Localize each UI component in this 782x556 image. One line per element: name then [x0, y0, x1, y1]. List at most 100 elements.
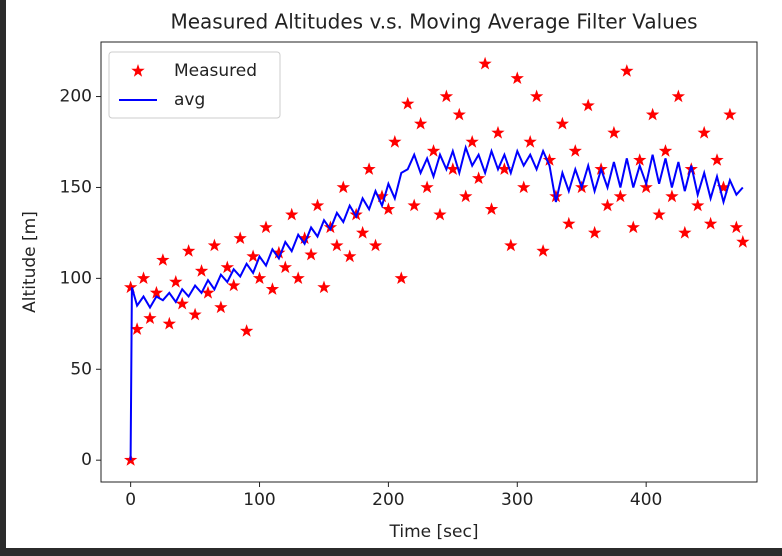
measured-point: [652, 207, 666, 221]
avg-line: [129, 144, 744, 461]
measured-point: [317, 280, 331, 294]
y-tick-label: 200: [60, 87, 92, 107]
measured-point: [136, 271, 151, 284]
measured-point: [291, 271, 305, 284]
measured-point: [716, 180, 731, 194]
y-tick-label: 100: [60, 268, 92, 288]
measured-point: [375, 189, 389, 203]
measured-point: [491, 125, 505, 139]
measured-point: [207, 238, 222, 252]
x-tick-label: 300: [501, 490, 533, 510]
measured-point: [671, 89, 685, 103]
measured-point: [407, 198, 421, 212]
measured-point: [259, 220, 273, 234]
measured-point: [665, 189, 679, 203]
measured-point: [356, 225, 370, 239]
measured-point: [736, 235, 750, 248]
measured-point: [388, 135, 402, 148]
y-axis-label: Altitude [m]: [20, 211, 40, 313]
measured-point: [626, 220, 640, 234]
measured-point: [549, 189, 563, 203]
measured-point: [426, 144, 441, 157]
chart-title: Measured Altitudes v.s. Moving Average F…: [170, 10, 697, 34]
measured-point: [452, 107, 466, 121]
measured-point: [330, 238, 344, 252]
measured-point: [581, 98, 595, 112]
measured-point: [588, 225, 602, 239]
measured-point: [691, 198, 705, 212]
measured-point: [246, 249, 260, 263]
measured-point: [536, 244, 550, 257]
measured-point: [130, 322, 144, 335]
measured-point: [143, 311, 157, 324]
legend-box: [108, 51, 281, 119]
measured-point: [478, 56, 492, 70]
measured-point: [658, 144, 673, 157]
measured-point: [252, 271, 267, 284]
measured-point: [420, 180, 434, 194]
measured-point: [220, 260, 234, 274]
measured-point: [394, 271, 408, 284]
measured-point: [620, 64, 634, 77]
measured-point: [633, 153, 647, 166]
measured-point: [497, 162, 512, 175]
measured-point: [149, 285, 164, 299]
plot-frame: [100, 41, 758, 483]
measured-point: [227, 278, 241, 292]
measured-point: [729, 220, 743, 234]
measured-point: [278, 260, 292, 274]
measured-point: [124, 280, 138, 294]
measured-point: [639, 180, 653, 194]
x-tick-label: 0: [125, 490, 136, 510]
measured-point: [600, 198, 615, 212]
x-tick-label: 400: [630, 490, 662, 510]
measured-point: [336, 180, 350, 194]
measured-point: [645, 107, 660, 121]
measured-point: [697, 125, 711, 139]
measured-point: [272, 245, 286, 259]
measured-point: [214, 300, 228, 314]
measured-point: [484, 202, 499, 215]
measured-point: [162, 316, 176, 330]
measured-point: [194, 264, 209, 277]
measured-point: [182, 244, 196, 257]
measured-point: [459, 189, 473, 203]
measured-point: [542, 153, 557, 166]
measured-point: [555, 116, 569, 130]
measured-point: [433, 207, 447, 221]
measured-point: [240, 324, 254, 337]
legend-label: Measured: [174, 61, 257, 81]
measured-point: [723, 107, 737, 121]
measured-point: [368, 238, 383, 252]
legend-marker: [131, 64, 145, 77]
y-tick-label: 0: [81, 450, 92, 470]
measured-point: [343, 249, 357, 263]
measured-point: [439, 89, 454, 103]
measured-point: [446, 162, 460, 175]
measured-point: [285, 207, 299, 221]
measured-point: [510, 71, 524, 84]
measured-point: [401, 96, 415, 110]
legend-label: avg: [174, 90, 205, 110]
measured-point: [568, 144, 582, 157]
y-tick-label: 50: [70, 359, 92, 379]
y-tick-label: 150: [60, 177, 92, 197]
measured-point: [530, 89, 544, 103]
measured-point: [703, 216, 718, 230]
x-tick-label: 200: [372, 490, 404, 510]
measured-point: [298, 231, 312, 244]
measured-point: [310, 198, 325, 212]
measured-point: [613, 189, 627, 203]
measured-point: [188, 307, 202, 321]
measured-point: [517, 180, 531, 194]
measured-point: [504, 238, 518, 252]
measured-point: [523, 135, 537, 148]
measured-point: [710, 153, 724, 166]
x-tick-label: 100: [243, 490, 275, 510]
measured-point: [562, 216, 576, 230]
x-axis-label: Time [sec]: [389, 522, 479, 542]
measured-point: [472, 171, 486, 184]
measured-point: [201, 285, 215, 299]
